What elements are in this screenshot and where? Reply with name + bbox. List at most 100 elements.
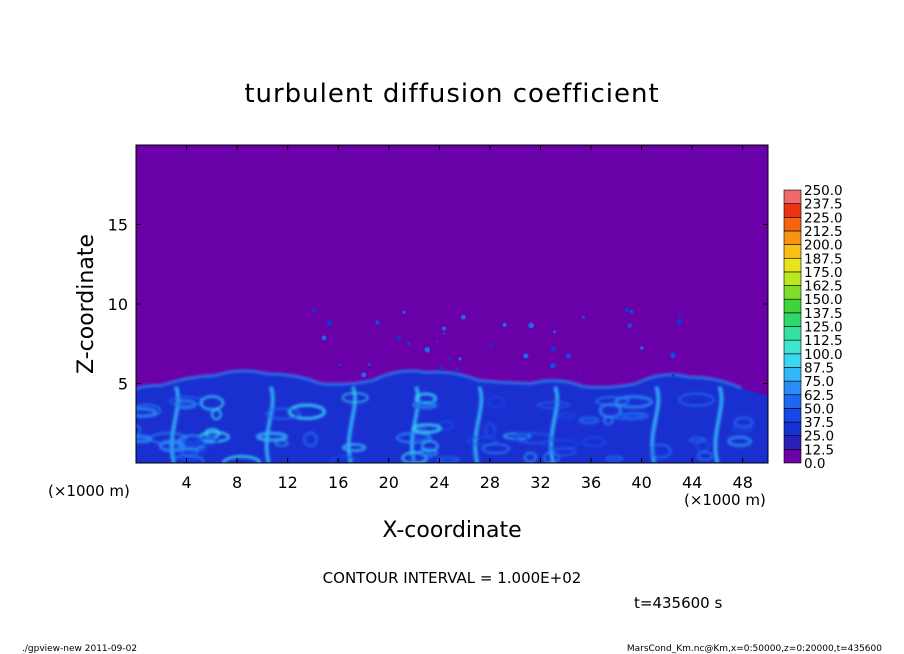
x-tick-label: 24	[429, 473, 449, 492]
eddy-mark	[523, 451, 538, 463]
eddy-mark	[605, 455, 624, 462]
colorbar-swatch	[783, 244, 802, 259]
detached-eddy	[375, 320, 380, 325]
eddy-mark	[195, 435, 219, 447]
detached-eddy	[578, 373, 582, 376]
eddy-mark	[551, 447, 576, 457]
colorbar-swatch	[783, 312, 802, 327]
eddy-mark	[158, 439, 186, 453]
eddy-mark	[578, 416, 600, 425]
colorbar-label: 112.5	[804, 333, 843, 349]
footer-left: ./gpview-new 2011-09-02	[22, 644, 137, 654]
colorbar-swatch	[783, 394, 802, 409]
colorbar-swatch	[783, 353, 802, 368]
eddy-mark	[595, 396, 630, 407]
eddy-mark	[697, 451, 713, 461]
colorbar-label: 25.0	[804, 429, 834, 445]
detached-eddy	[407, 342, 411, 346]
colorbar-swatch	[783, 326, 802, 341]
colorbar-label: 12.5	[804, 442, 834, 458]
eddy-mark	[581, 436, 607, 448]
detached-eddy	[671, 373, 675, 378]
colorbar-swatch	[783, 189, 802, 204]
turbulence-structures	[136, 369, 754, 463]
colorbar-swatch	[783, 408, 802, 423]
eddy-mark	[341, 442, 367, 453]
detached-eddy	[460, 314, 466, 320]
eddy-mark	[487, 396, 506, 408]
detached-eddy	[312, 307, 317, 313]
x-tick-label: 44	[682, 473, 702, 492]
colorbar-label: 200.0	[804, 238, 843, 254]
y-tick-label: 10	[108, 295, 128, 314]
detached-eddy	[326, 319, 333, 326]
colorbar-label: 87.5	[804, 360, 834, 376]
colorbar-swatch	[783, 230, 802, 245]
eddy-mark	[516, 432, 553, 445]
eddy-mark	[613, 412, 645, 421]
footer-right: MarsCond_Km.nc@Km,x=0:50000,z=0:20000,t=…	[627, 644, 882, 654]
colorbar: 0.012.525.037.550.062.575.087.5100.0112.…	[783, 183, 843, 472]
detached-eddy	[436, 340, 439, 343]
plot-area	[135, 144, 769, 464]
colorbar-swatch	[783, 339, 802, 355]
eddy-mark	[436, 456, 461, 463]
eddy-mark	[558, 412, 576, 420]
eddy-mark	[341, 392, 369, 404]
detached-eddy	[560, 373, 563, 377]
x-axis-label: X-coordinate	[382, 518, 521, 543]
colorbar-label: 100.0	[804, 347, 843, 363]
contour-interval-label: CONTOUR INTERVAL = 1.000E+02	[323, 569, 582, 587]
eddy-mark	[598, 402, 623, 419]
x-axis-unit: (×1000 m)	[684, 491, 766, 509]
eddy-mark	[415, 400, 439, 411]
colorbar-label: 237.5	[804, 197, 843, 213]
eddy-mark	[543, 451, 560, 463]
eddy-mark	[274, 439, 289, 447]
colorbar-swatch	[783, 298, 802, 314]
detached-eddy	[441, 326, 447, 331]
plume-stroke	[713, 385, 724, 463]
eddy-mark	[727, 435, 753, 448]
colorbar-label: 75.0	[804, 374, 834, 390]
turbulence-field	[136, 307, 768, 463]
detached-eddy	[629, 310, 634, 314]
x-tick-label: 36	[581, 473, 601, 492]
colorbar-label: 250.0	[804, 183, 843, 199]
y-tick-label: 5	[118, 375, 128, 394]
x-tick-label: 28	[480, 473, 500, 492]
colorbar-swatch	[783, 285, 802, 300]
colorbar-label: 162.5	[804, 279, 843, 295]
colorbar-swatch	[783, 380, 802, 396]
detached-eddy	[670, 352, 676, 359]
detached-eddy	[624, 307, 630, 313]
plume-stroke	[264, 385, 275, 463]
colorbar-label: 62.5	[804, 388, 834, 404]
detached-eddy	[581, 315, 586, 320]
detached-eddy	[550, 362, 556, 369]
eddy-mark	[210, 408, 222, 421]
colorbar-label: 50.0	[804, 401, 834, 417]
detached-eddy	[640, 346, 644, 350]
colorbar-label: 150.0	[804, 292, 843, 308]
detached-eddy	[627, 323, 633, 329]
colorbar-label: 175.0	[804, 265, 843, 281]
eddy-mark	[265, 407, 301, 420]
colorbar-label: 0.0	[804, 456, 825, 472]
detached-eddy	[423, 307, 426, 310]
eddy-mark	[401, 451, 428, 463]
colorbar-label: 225.0	[804, 210, 843, 226]
eddy-mark	[678, 392, 715, 407]
colorbar-swatch	[783, 421, 802, 436]
y-axis-label: Z-coordinate	[74, 234, 99, 374]
x-tick-label: 12	[278, 473, 298, 492]
time-label: t=435600 s	[634, 594, 722, 612]
eddy-mark	[199, 395, 225, 411]
eddy-mark	[395, 431, 432, 444]
plume-stroke	[169, 385, 181, 463]
detached-eddy	[565, 353, 572, 359]
detached-eddy	[402, 310, 406, 314]
eddy-mark	[649, 443, 672, 459]
x-tick-label: 4	[181, 473, 191, 492]
